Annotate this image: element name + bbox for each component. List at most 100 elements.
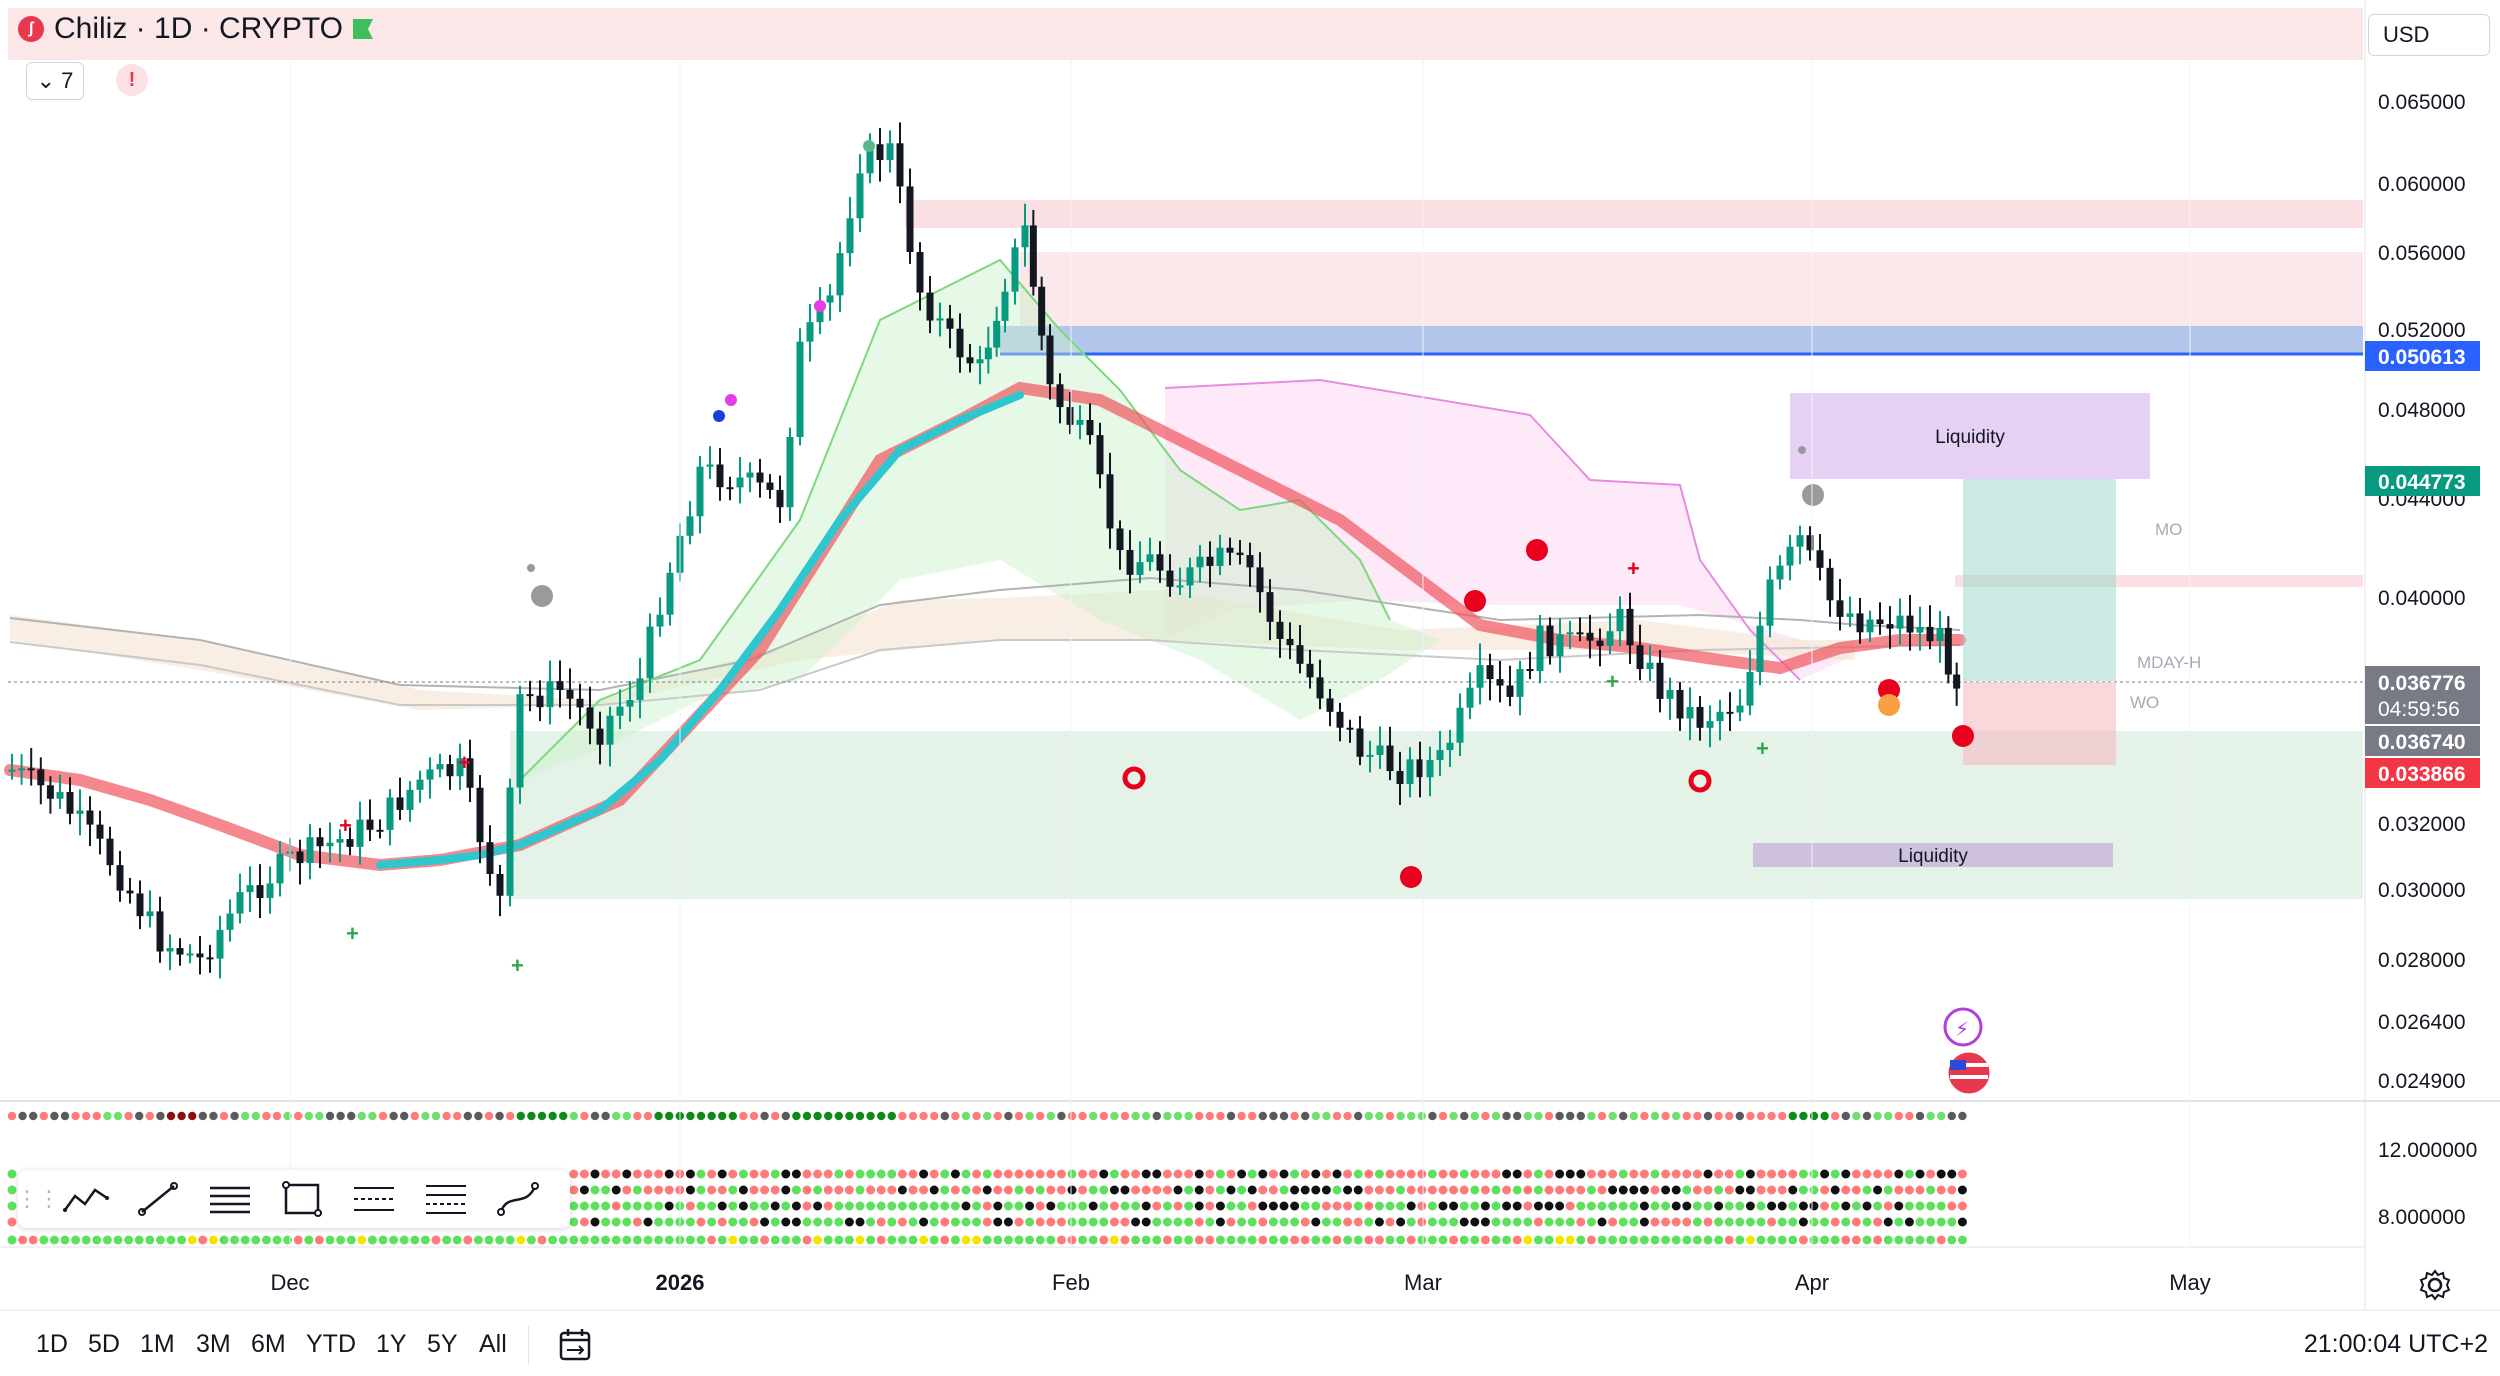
indicator-dot [601, 1201, 611, 1211]
clock-timezone[interactable]: 21:00:04 UTC+2 [2303, 1330, 2488, 1358]
indicator-dot [1533, 1217, 1543, 1227]
indicator-dot [1385, 1201, 1395, 1211]
indicator-dot [1513, 1111, 1522, 1121]
trend-line-tool-button[interactable] [122, 1173, 194, 1225]
liquidity-label-lower: Liquidity [1898, 846, 1968, 867]
indicator-dot [1046, 1235, 1056, 1245]
indicator-dot [823, 1185, 833, 1195]
range-button-5d[interactable]: 5D [88, 1330, 120, 1358]
indicator-dot [707, 1111, 716, 1121]
countdown-timer: 04:59:56 [2378, 698, 2460, 721]
range-button-3m[interactable]: 3M [196, 1330, 231, 1358]
rectangle-tool-button[interactable] [266, 1173, 338, 1225]
cross-signal: + [1627, 556, 1640, 581]
indicator-dot [1162, 1217, 1172, 1227]
indicator-dot [749, 1217, 759, 1227]
level-label-wo: WO [2130, 693, 2159, 712]
indicator-dot [696, 1235, 706, 1245]
indicator-dot [1873, 1169, 1883, 1179]
warning-icon[interactable]: ! [116, 64, 148, 96]
indicator-dot [1428, 1111, 1437, 1121]
currency-select[interactable]: USD [2368, 14, 2490, 56]
range-button-all[interactable]: All [479, 1330, 507, 1358]
indicator-dot [1799, 1111, 1808, 1121]
candle-body [646, 626, 654, 679]
indicator-dot [1269, 1111, 1278, 1121]
fib-retracement-tool-button[interactable] [338, 1173, 410, 1225]
curve-tool-button[interactable] [482, 1173, 554, 1225]
indicators-collapse-button[interactable]: ⌄ 7 [26, 62, 84, 100]
indicator-dot [1841, 1201, 1851, 1211]
indicator-dot [1067, 1217, 1077, 1227]
indicator-dot [1851, 1217, 1861, 1227]
go-to-date-icon[interactable] [556, 1326, 594, 1364]
indicator-dot [1798, 1185, 1808, 1195]
indicator-dot [1533, 1185, 1543, 1195]
indicator-dot [1629, 1185, 1639, 1195]
indicator-dot [1745, 1235, 1755, 1245]
symbol-legend[interactable]: ʃ Chiliz · 1D · CRYPTO [18, 12, 373, 46]
indicator-dot [1343, 1217, 1353, 1227]
indicator-dot [1639, 1235, 1649, 1245]
range-button-ytd[interactable]: YTD [306, 1330, 356, 1358]
candle-body [1186, 567, 1194, 586]
indicator-dot [442, 1235, 452, 1245]
indicator-dot [1194, 1169, 1204, 1179]
trend-pattern-tool-button[interactable] [50, 1173, 122, 1225]
indicator-dot [1321, 1217, 1331, 1227]
indicator-dot [569, 1201, 579, 1211]
indicator-dot [7, 1235, 17, 1245]
indicator-dot [1258, 1217, 1268, 1227]
candle-body [1866, 619, 1874, 633]
indicator-dot [463, 1111, 472, 1121]
indicator-dot [707, 1169, 717, 1179]
indicator-dot [1830, 1217, 1840, 1227]
indicator-dot [1905, 1111, 1914, 1121]
indicator-dot [1120, 1185, 1130, 1195]
indicator-dot [686, 1111, 695, 1121]
range-button-5y[interactable]: 5Y [427, 1330, 458, 1358]
price-marker-gray: 0.036740 [2378, 731, 2466, 754]
indicator-dot [1141, 1185, 1151, 1195]
flag-icon[interactable] [352, 19, 373, 39]
candle-body [1944, 627, 1952, 675]
drag-handle-icon[interactable]: ⋮⋮ [16, 1186, 60, 1211]
time-axis-label: 2026 [656, 1270, 705, 1295]
range-button-1y[interactable]: 1Y [376, 1330, 407, 1358]
candle-body [766, 482, 774, 490]
indicator-dot [579, 1185, 589, 1195]
signal-dot-small [1798, 446, 1806, 454]
candle-body [546, 681, 554, 708]
indicator-dot [632, 1201, 642, 1211]
indicator-dot [1915, 1169, 1925, 1179]
indicator-dot [1661, 1201, 1671, 1211]
indicator-dot [1226, 1111, 1236, 1121]
indicator-dot [1459, 1217, 1469, 1227]
indicator-dot [368, 1111, 377, 1121]
horizontal-lines-tool-button[interactable] [194, 1173, 266, 1225]
range-button-6m[interactable]: 6M [251, 1330, 286, 1358]
indicator-dot [1056, 1169, 1066, 1179]
candle-body [46, 785, 54, 799]
indicator-dot [1820, 1217, 1830, 1227]
gear-icon[interactable] [2418, 1268, 2452, 1302]
candle-body [1476, 665, 1484, 688]
range-divider [528, 1326, 529, 1364]
candle-body [516, 694, 524, 788]
indicator-dot [781, 1185, 791, 1195]
fib-levels-tool-button[interactable] [410, 1173, 482, 1225]
candle-body [876, 144, 884, 161]
indicator-dot [1915, 1217, 1925, 1227]
indicator-dot [1088, 1235, 1098, 1245]
indicator-dot [1523, 1217, 1533, 1227]
indicator-dot [654, 1235, 664, 1245]
candle-body [926, 292, 934, 321]
indicator-dot [834, 1169, 844, 1179]
indicator-dot [537, 1111, 547, 1121]
range-button-1m[interactable]: 1M [140, 1330, 175, 1358]
indicator-dot [728, 1185, 738, 1195]
candle-body [1876, 619, 1884, 625]
range-button-1d[interactable]: 1D [36, 1330, 68, 1358]
indicator-dot [7, 1169, 17, 1179]
